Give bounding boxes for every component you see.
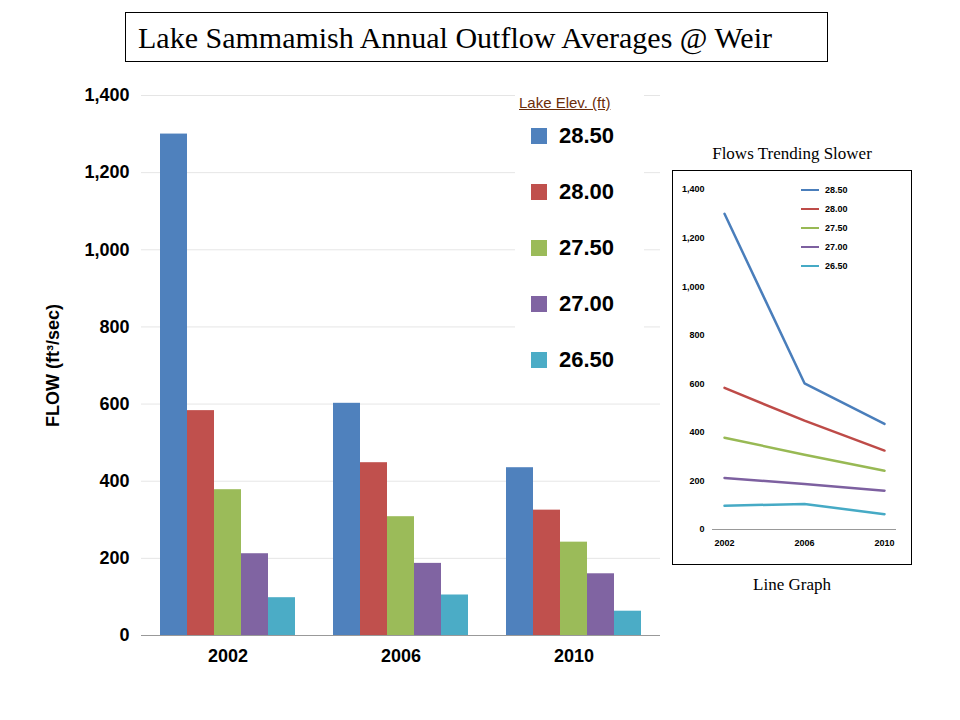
svg-text:800: 800 [99,317,129,337]
svg-text:400: 400 [689,427,704,437]
html-text:27.50: 27.50 [559,235,615,260]
svg-text:600: 600 [689,379,704,389]
svg-text:1,200: 1,200 [84,162,129,182]
html-text:27.00: 27.00 [825,242,848,252]
html-text:Flows Trending Slower: Flows Trending Slower [712,144,872,163]
svg-text:FLOW (ft³/sec): FLOW (ft³/sec) [43,304,63,427]
svg-text:2006: 2006 [381,646,421,666]
svg-text:0: 0 [119,625,129,645]
svg-text:200: 200 [99,548,129,568]
svg-text:1,200: 1,200 [682,233,705,243]
svg-text:2006: 2006 [794,538,814,548]
html-text:Line Graph: Line Graph [753,575,831,594]
svg-text:800: 800 [689,330,704,340]
html-text:26.50: 26.50 [825,261,848,271]
svg-text:2002: 2002 [208,646,248,666]
svg-text:600: 600 [99,394,129,414]
svg-text:200: 200 [689,476,704,486]
html-text:28.50: 28.50 [559,123,615,148]
svg-text:2010: 2010 [874,538,894,548]
html-text:27.00: 27.00 [559,291,615,316]
html-text:28.50: 28.50 [825,185,848,195]
svg-text:400: 400 [99,471,129,491]
svg-text:1,000: 1,000 [682,282,705,292]
svg-text:2002: 2002 [714,538,734,548]
html-text:27.50: 27.50 [825,223,848,233]
svg-text:1,000: 1,000 [84,240,129,260]
svg-text:2010: 2010 [554,646,594,666]
html-text:28.00: 28.00 [825,204,848,214]
svg-text:0: 0 [699,524,704,534]
html-text:Lake Elev. (ft): Lake Elev. (ft) [519,94,611,111]
html-text:26.50: 26.50 [559,347,615,372]
html-text:Lake Sammamish Annual Outflow: Lake Sammamish Annual Outflow Averages @… [138,21,772,54]
html-text:28.00: 28.00 [559,179,615,204]
svg-text:1,400: 1,400 [84,85,129,105]
svg-text:1,400: 1,400 [682,184,705,194]
